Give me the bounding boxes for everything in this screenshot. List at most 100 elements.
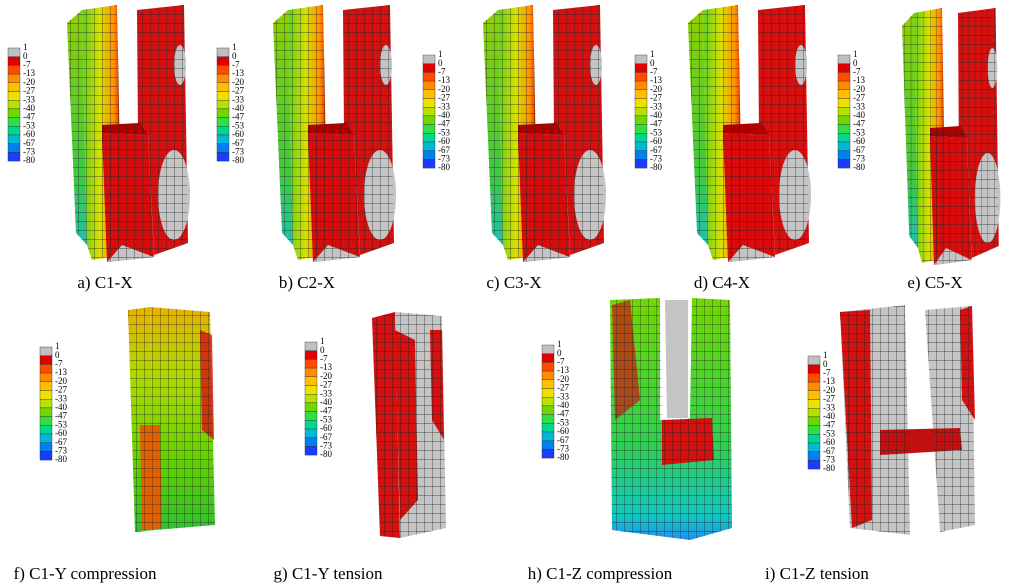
legend-swatch: [423, 99, 435, 108]
legend-label: -80: [557, 452, 569, 462]
legend-swatch: [423, 90, 435, 99]
legend-swatch: [808, 408, 820, 417]
legend-swatch: [542, 345, 554, 354]
legend-swatch: [40, 451, 52, 460]
legend-swatch: [8, 126, 20, 135]
legend-swatch: [305, 412, 317, 421]
legend-swatch: [635, 133, 647, 142]
legend-swatch: [8, 109, 20, 118]
legend-label: -80: [823, 463, 835, 473]
legend-swatch: [423, 64, 435, 73]
legend-swatch: [423, 116, 435, 125]
legend-swatch: [838, 125, 850, 134]
legend-swatch: [838, 116, 850, 125]
caption: h) C1-Z compression: [528, 564, 673, 583]
legend-swatch: [217, 118, 229, 127]
legend-swatch: [8, 100, 20, 109]
legend-swatch: [635, 64, 647, 73]
legend-swatch: [40, 408, 52, 417]
legend-swatch: [542, 362, 554, 371]
legend-swatch: [217, 109, 229, 118]
legend-swatch: [808, 382, 820, 391]
legend-swatch: [423, 142, 435, 151]
legend-swatch: [635, 90, 647, 99]
legend-swatch: [8, 144, 20, 153]
legend-swatch: [635, 151, 647, 160]
legend-swatch: [305, 394, 317, 403]
legend-swatch: [423, 133, 435, 142]
legend-swatch: [8, 65, 20, 74]
legend-swatch: [808, 373, 820, 382]
legend-swatch: [40, 356, 52, 365]
legend-swatch: [217, 135, 229, 144]
legend-swatch: [808, 460, 820, 469]
legend-swatch: [40, 382, 52, 391]
legend-swatch: [808, 391, 820, 400]
legend-swatch: [217, 144, 229, 153]
legend-label: -80: [320, 449, 332, 459]
legend-swatch: [40, 399, 52, 408]
caption: b) C2-X: [279, 273, 335, 292]
legend-swatch: [542, 441, 554, 450]
legend-swatch: [542, 423, 554, 432]
legend-swatch: [40, 417, 52, 426]
legend-label: -80: [23, 155, 35, 165]
legend-swatch: [217, 48, 229, 57]
legend-swatch: [40, 364, 52, 373]
legend-swatch: [542, 415, 554, 424]
legend-swatch: [40, 434, 52, 443]
legend-swatch: [808, 434, 820, 443]
caption: f) C1-Y compression: [14, 564, 157, 583]
legend-swatch: [542, 354, 554, 363]
legend-swatch: [423, 151, 435, 160]
legend-swatch: [305, 403, 317, 412]
legend-swatch: [305, 446, 317, 455]
legend-swatch: [40, 443, 52, 452]
legend-swatch: [635, 99, 647, 108]
legend-swatch: [542, 449, 554, 458]
legend-swatch: [423, 81, 435, 90]
legend-swatch: [217, 92, 229, 101]
legend-label: -80: [853, 162, 865, 172]
legend-swatch: [838, 55, 850, 64]
legend-swatch: [838, 90, 850, 99]
legend-swatch: [8, 83, 20, 92]
caption: d) C4-X: [694, 273, 750, 292]
caption: g) C1-Y tension: [274, 564, 383, 583]
legend-swatch: [808, 426, 820, 435]
legend-swatch: [217, 126, 229, 135]
caption: i) C1-Z tension: [765, 564, 869, 583]
legend-swatch: [635, 107, 647, 116]
legend-swatch: [8, 92, 20, 101]
legend-swatch: [542, 432, 554, 441]
legend-swatch: [8, 118, 20, 127]
legend-swatch: [542, 389, 554, 398]
legend-swatch: [305, 368, 317, 377]
legend-swatch: [808, 452, 820, 461]
legend-swatch: [838, 151, 850, 160]
legend-swatch: [305, 386, 317, 395]
legend-swatch: [542, 397, 554, 406]
legend-swatch: [217, 100, 229, 109]
legend-swatch: [305, 377, 317, 386]
legend-label: -80: [232, 155, 244, 165]
legend-swatch: [808, 443, 820, 452]
caption: e) C5-X: [907, 273, 962, 292]
legend-swatch: [838, 159, 850, 168]
legend-swatch: [423, 159, 435, 168]
legend-swatch: [40, 425, 52, 434]
legend-swatch: [542, 371, 554, 380]
legend-swatch: [838, 99, 850, 108]
legend-swatch: [808, 417, 820, 426]
legend-swatch: [635, 159, 647, 168]
legend-swatch: [40, 391, 52, 400]
legend-swatch: [838, 133, 850, 142]
legend-swatch: [217, 65, 229, 74]
legend-label: -80: [650, 162, 662, 172]
legend-swatch: [542, 380, 554, 389]
legend-swatch: [40, 373, 52, 382]
legend-swatch: [8, 74, 20, 83]
legend-label: -80: [438, 162, 450, 172]
legend-swatch: [423, 72, 435, 81]
caption: c) C3-X: [486, 273, 541, 292]
